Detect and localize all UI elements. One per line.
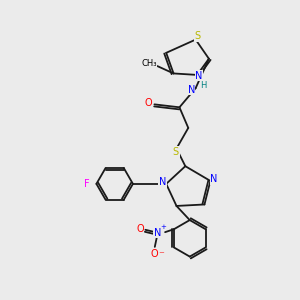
- Text: ⁻: ⁻: [158, 250, 164, 260]
- Text: O: O: [151, 249, 159, 259]
- Text: +: +: [160, 224, 166, 230]
- Text: S: S: [173, 147, 179, 157]
- Text: O: O: [136, 224, 144, 234]
- Text: O: O: [145, 98, 152, 108]
- Text: S: S: [195, 31, 201, 41]
- Text: F: F: [84, 179, 90, 189]
- Text: CH₃: CH₃: [141, 58, 157, 68]
- Text: N: N: [196, 70, 203, 80]
- Text: N: N: [159, 177, 166, 188]
- Text: H: H: [200, 81, 207, 90]
- Text: N: N: [188, 85, 195, 94]
- Text: N: N: [210, 174, 218, 184]
- Text: N: N: [154, 228, 161, 238]
